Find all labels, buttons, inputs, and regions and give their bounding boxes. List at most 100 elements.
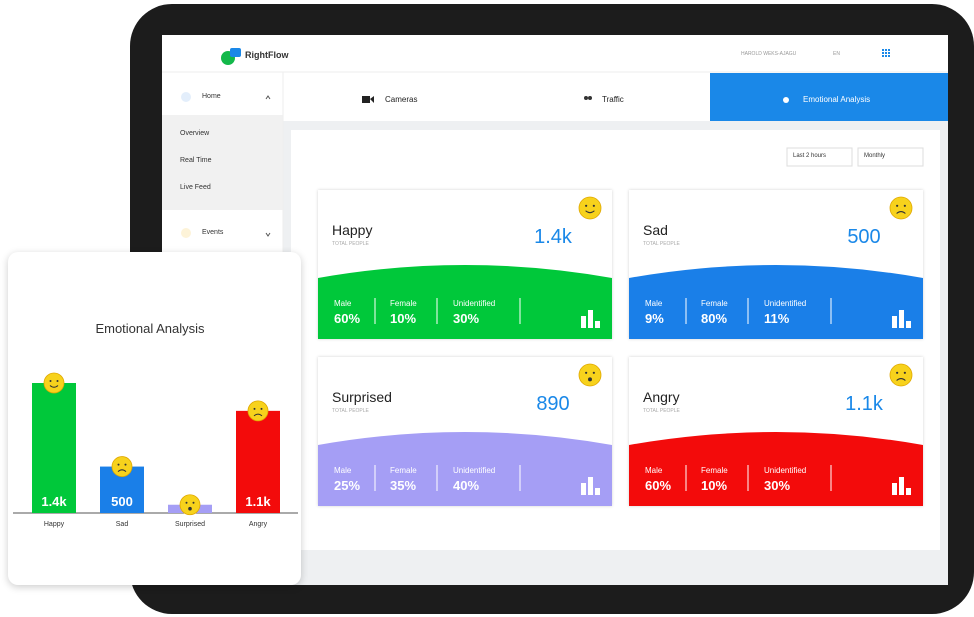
card-subtitle: TOTAL PEOPLE (643, 408, 680, 414)
stats-icon (595, 321, 600, 328)
x-tick-label: Happy (44, 521, 65, 528)
card-title: Surprised (332, 389, 392, 405)
stat-value: 9% (645, 311, 664, 326)
stat-value: 11% (764, 311, 790, 326)
stats-icon (581, 483, 586, 495)
stats-icon (899, 310, 904, 328)
stat-label: Male (645, 299, 663, 308)
emoji (896, 211, 906, 214)
emotion-card: Surprised TOTAL PEOPLE 890 Male 25% Female 35%… (318, 357, 612, 506)
chart-card: Emotional Analysis 1.4kHappy500Sad89Surp… (8, 252, 301, 585)
emoji (179, 494, 201, 516)
stat-value: 35% (390, 478, 417, 493)
language[interactable]: EN (833, 51, 840, 57)
stat-value: 25% (334, 478, 361, 493)
emoji (117, 469, 127, 472)
x-tick-label: Surprised (175, 521, 205, 528)
emotion-icon (783, 97, 789, 103)
nav-item[interactable]: Events (202, 229, 224, 236)
emoji (585, 204, 588, 207)
filter-box[interactable] (786, 147, 853, 167)
tab-active[interactable]: Emotional Analysis (803, 95, 871, 104)
filter[interactable]: Last 2 hours (793, 153, 827, 159)
traffic-icon (584, 96, 588, 100)
filter-box[interactable] (857, 147, 924, 167)
card-total: 1.1k (845, 393, 883, 415)
stats-icon (581, 316, 586, 328)
caret (265, 232, 271, 237)
emoji (260, 407, 263, 410)
stats-icon (899, 477, 904, 495)
stat-value: 60% (645, 478, 672, 493)
emoji (889, 196, 913, 220)
card-band (629, 432, 923, 506)
emoji (896, 378, 906, 381)
stat-label: Unidentified (764, 299, 807, 308)
nav-subitem[interactable]: Real Time (180, 157, 212, 164)
nav-item[interactable]: Home (202, 93, 221, 100)
emoji (903, 204, 906, 207)
card-total: 890 (536, 393, 570, 415)
card-total: 1.4k (534, 226, 572, 248)
emoji (592, 204, 595, 207)
x-tick-label: Sad (116, 521, 129, 528)
card-band (318, 432, 612, 506)
stat-value: 80% (701, 311, 728, 326)
chart: Emotional Analysis 1.4kHappy500Sad89Surp… (13, 321, 298, 528)
emoji (49, 380, 52, 382)
emoji (43, 372, 65, 394)
emoji (253, 413, 263, 417)
card-subtitle: TOTAL PEOPLE (332, 408, 369, 414)
emoji (588, 377, 592, 382)
camera-icon (362, 96, 370, 103)
caret (265, 95, 271, 100)
stat-label: Female (701, 466, 728, 475)
emoji (896, 371, 899, 374)
emoji (585, 371, 588, 374)
emoji (117, 463, 120, 466)
emoji (578, 196, 602, 220)
traffic-icon (588, 96, 592, 100)
stats-icon (595, 488, 600, 495)
card-subtitle: TOTAL PEOPLE (643, 241, 680, 247)
stat-value: 60% (334, 311, 361, 326)
stats-icon (588, 477, 593, 495)
filter[interactable]: Monthly (864, 153, 886, 159)
nav-subitem[interactable]: Overview (180, 130, 210, 137)
x-tick-label: Angry (249, 521, 268, 528)
stat-label: Unidentified (764, 466, 807, 475)
stat-value: 30% (764, 478, 791, 493)
emoji (578, 363, 602, 387)
stats-icon (892, 316, 897, 328)
user-name[interactable]: HAROLD WEKS-AJAGU (741, 51, 797, 57)
emoji (592, 371, 595, 374)
emoji (185, 501, 188, 504)
emoji (49, 385, 59, 388)
bar-value-label: 500 (111, 494, 133, 509)
stat-label: Male (645, 466, 663, 475)
emoji (247, 400, 269, 422)
nav-subitem[interactable]: Live Feed (180, 184, 211, 191)
card-subtitle: TOTAL PEOPLE (332, 241, 369, 247)
chart-title: Emotional Analysis (95, 321, 205, 336)
apps-icon (882, 49, 890, 57)
emotion-card: Happy TOTAL PEOPLE 1.4k Male 60% Female 10% Uni… (318, 190, 612, 339)
submenu-bg (162, 115, 283, 210)
emoji (889, 363, 913, 387)
stat-label: Male (334, 299, 352, 308)
stat-label: Unidentified (453, 299, 496, 308)
active-tab-bg (710, 73, 948, 121)
bar-value-label: 1.1k (245, 494, 271, 509)
bar-value-label: 1.4k (41, 494, 67, 509)
emoji (124, 463, 127, 466)
stat-value: 40% (453, 478, 480, 493)
tab[interactable]: Cameras (385, 95, 418, 104)
stats-icon (892, 483, 897, 495)
tab[interactable]: Traffic (602, 95, 624, 104)
emoji (253, 407, 256, 410)
emoji (896, 204, 899, 207)
card-total: 500 (847, 226, 881, 248)
stats-icon (906, 488, 911, 495)
card-title: Angry (643, 389, 680, 405)
